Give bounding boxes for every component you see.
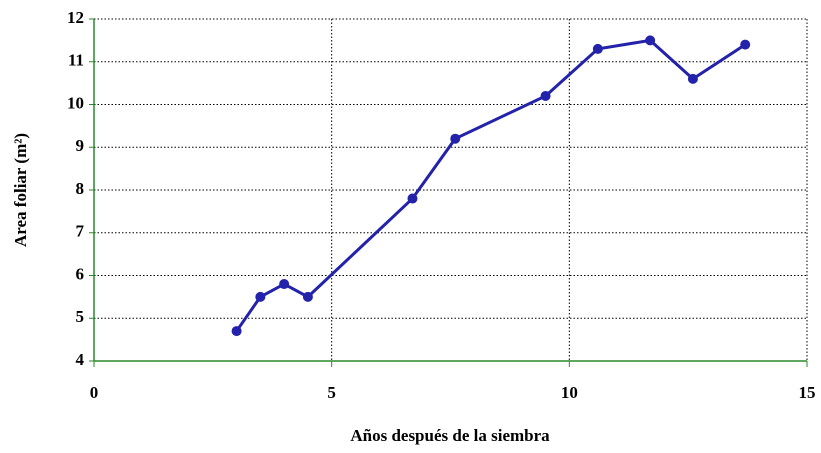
data-point — [279, 279, 290, 290]
y-tick-label: 6 — [76, 264, 85, 283]
y-tick-label: 7 — [76, 222, 85, 241]
data-point — [687, 73, 698, 84]
data-point — [645, 35, 656, 46]
y-tick-label: 10 — [67, 93, 84, 112]
y-tick-label: 8 — [76, 179, 85, 198]
data-point — [740, 39, 751, 50]
data-point — [540, 90, 551, 101]
data-point — [592, 43, 603, 54]
data-point — [302, 291, 313, 302]
data-point — [255, 291, 266, 302]
y-axis-label: Area foliar (m²) — [11, 133, 30, 247]
data-point — [450, 133, 461, 144]
y-tick-label: 11 — [68, 51, 84, 70]
y-tick-label: 5 — [76, 307, 85, 326]
y-tick-label: 4 — [76, 350, 85, 369]
x-tick-label: 15 — [799, 383, 816, 402]
y-tick-label: 9 — [76, 136, 85, 155]
x-axis-label: Años después de la siembra — [350, 426, 550, 445]
y-tick-label: 12 — [67, 8, 84, 27]
x-tick-label: 0 — [90, 383, 99, 402]
data-line — [235, 38, 747, 332]
data-point — [231, 326, 242, 337]
x-tick-label: 5 — [327, 383, 336, 402]
data-point — [407, 193, 418, 204]
x-tick-label: 10 — [561, 383, 578, 402]
